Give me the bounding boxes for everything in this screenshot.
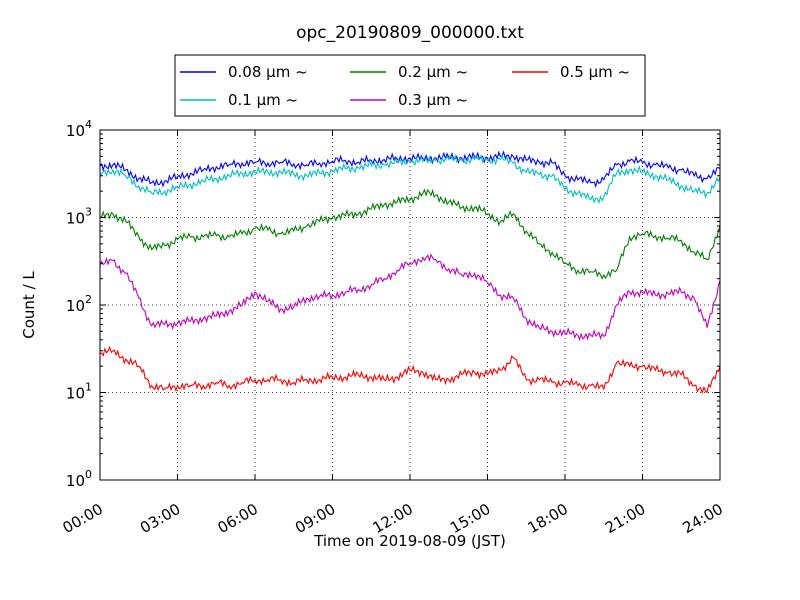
legend-label: 0.2 μm ~ [398, 63, 468, 81]
legend-label: 0.08 μm ~ [228, 63, 308, 81]
x-tick-label: 03:00 [137, 500, 183, 537]
y-tick-label: 103 [66, 206, 92, 228]
series-line [99, 345, 721, 395]
series-lines [99, 150, 721, 395]
chart-title: opc_20190809_000000.txt [296, 23, 524, 43]
y-axis-ticks: 100 101 102 103 104 [66, 118, 720, 490]
x-axis-label: Time on 2019-08-09 (JST) [313, 532, 506, 550]
series-line [99, 188, 721, 280]
y-tick-label: 100 [66, 468, 92, 490]
x-tick-label: 18:00 [525, 500, 571, 537]
y-tick-label: 102 [66, 293, 92, 315]
x-tick-label: 00:00 [60, 500, 106, 537]
series-line [99, 153, 721, 205]
y-axis-label: Count / L [20, 271, 38, 339]
legend-label: 0.3 μm ~ [398, 91, 468, 109]
y-tick-label: 104 [66, 118, 92, 140]
series-line [99, 253, 721, 342]
x-tick-label: 24:00 [680, 500, 726, 537]
legend-label: 0.1 μm ~ [228, 91, 298, 109]
grid-lines [100, 130, 720, 480]
y-tick-label: 101 [66, 381, 92, 403]
x-tick-label: 21:00 [602, 500, 648, 537]
legend-label: 0.5 μm ~ [560, 63, 630, 81]
legend-frame [174, 54, 646, 117]
legend: 0.08 μm ~ 0.1 μm ~ 0.2 μm ~ 0.3 μm ~ 0.5 μm … [174, 54, 646, 117]
series-line [99, 150, 721, 188]
x-tick-label: 06:00 [215, 500, 261, 537]
